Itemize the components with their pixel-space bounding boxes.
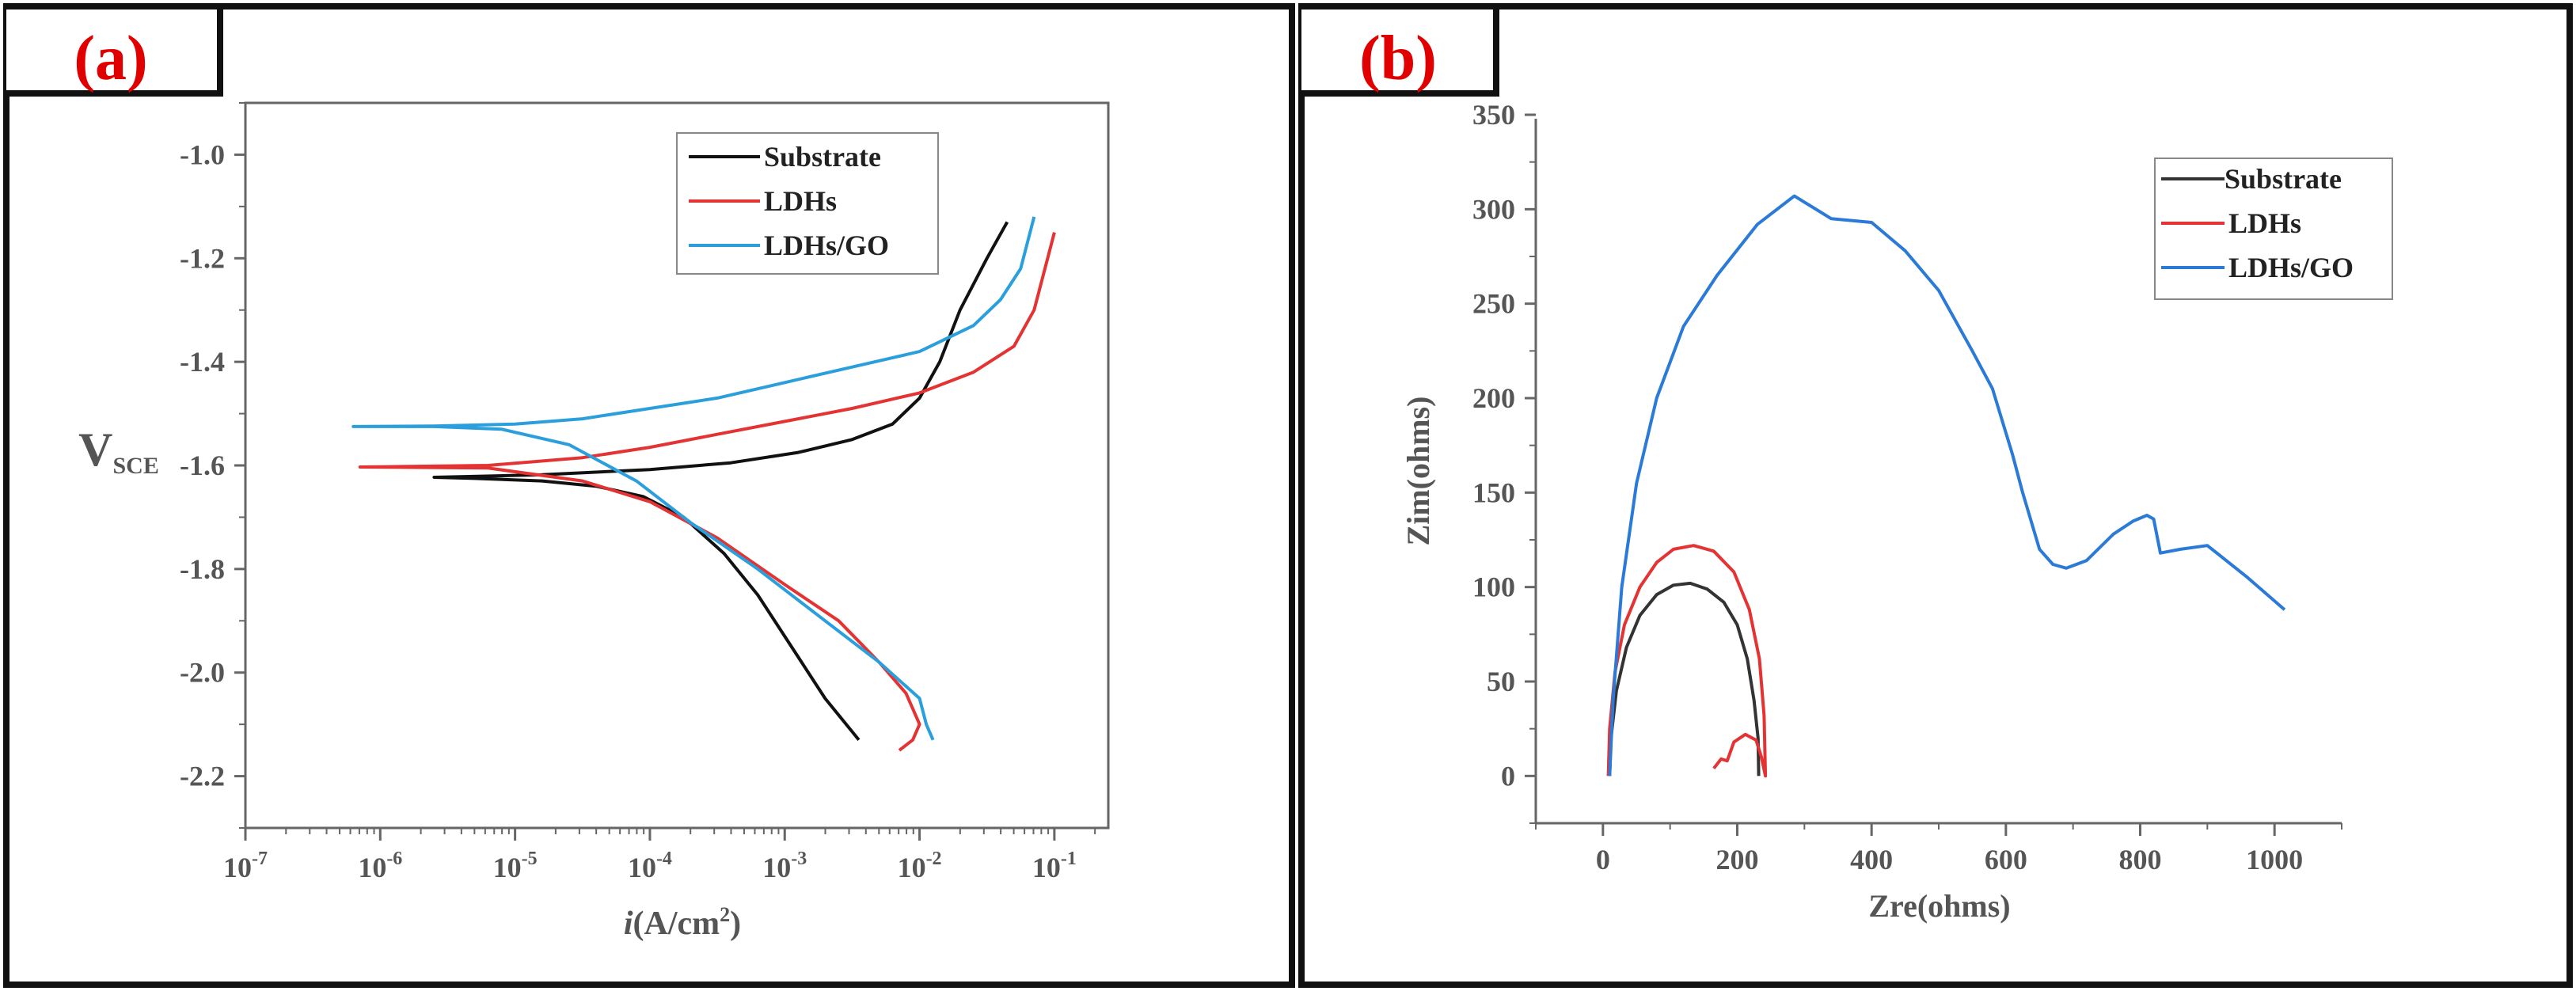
- x-tick-label-a: 10-1: [1032, 849, 1077, 883]
- x-axis-title-a: i(A/cm2): [624, 903, 741, 942]
- x-tick-label-b: 400: [1850, 844, 1893, 875]
- y-tick-label-a: -1.0: [180, 139, 225, 170]
- nyquist-chart: (b) 0 50 100 150 200 250 300 350 0 200 400 600 800 10…: [1298, 3, 2573, 988]
- y-tick-label-a: -1.6: [180, 450, 225, 481]
- legend-label-ldhs-go-b: LDHs/GO: [2228, 252, 2354, 283]
- x-tick-label-a: 10-3: [762, 849, 807, 883]
- series-line-substrate: [432, 221, 1009, 742]
- polarization-chart: (a) -1.0 -1.2 -1.4 -1.6 -1.8 -2.0 -2.2 10-7 10-6…: [3, 3, 1295, 988]
- tick-group-a: -1.0 -1.2 -1.4 -1.6 -1.8 -2.0 -2.2 10-7 10-6 10-5…: [180, 102, 1096, 883]
- y-tick-label-b: 350: [1472, 99, 1515, 131]
- panel-a: (a) -1.0 -1.2 -1.4 -1.6 -1.8 -2.0 -2.2 10-7 10-6…: [3, 3, 1295, 988]
- legend-label-ldhs: LDHs: [764, 185, 837, 217]
- y-tick-label-a: -2.0: [180, 657, 225, 689]
- series-group-b: [1606, 194, 2286, 778]
- y-tick-label-a: -1.2: [180, 242, 225, 274]
- x-tick-label-b: 200: [1716, 844, 1759, 875]
- x-tick-label-a: 10-2: [898, 849, 942, 883]
- panel-b: (b) 0 50 100 150 200 250 300 350 0 200 400 600 800 10…: [1298, 0, 2576, 991]
- x-tick-label-a: 10-7: [223, 849, 268, 883]
- y-tick-label-b: 300: [1472, 193, 1515, 225]
- series-line-b-ldhs-go: [1608, 194, 2286, 776]
- y-axis-title-b: Zim(ohms): [1400, 397, 1436, 546]
- legend-a: Substrate LDHs LDHs/GO: [676, 132, 939, 275]
- legend-label-substrate: Substrate: [764, 141, 881, 173]
- series-group-a: [351, 216, 1056, 752]
- legend-label-ldhs-b: LDHs: [2228, 207, 2301, 239]
- x-tick-label-a: 10-4: [628, 849, 672, 883]
- series-line-ldhs-go: [351, 216, 1036, 741]
- y-tick-label-b: 100: [1472, 571, 1515, 603]
- panel-a-label: (a): [74, 24, 147, 93]
- panel-a-border: [3, 3, 1295, 988]
- legend-label-substrate-b: Substrate: [2225, 163, 2342, 195]
- tick-group-b: 0 50 100 150 200 250 300 350 0 200 400 600 800 1000: [1472, 99, 2342, 875]
- x-tick-label-b: 1000: [2246, 844, 2303, 875]
- panel-b-label-box: [1301, 3, 1499, 97]
- y-tick-label-b: 200: [1472, 382, 1515, 414]
- y-axis-title-a: VSCE: [78, 423, 159, 479]
- x-axis-title-b: Zre(ohms): [1868, 888, 2010, 924]
- x-tick-label-a: 10-5: [493, 849, 538, 883]
- panel-a-label-box: [6, 3, 223, 97]
- y-tick-label-b: 50: [1487, 666, 1515, 697]
- y-tick-label-b: 250: [1472, 288, 1515, 320]
- y-tick-label-a: -1.4: [180, 346, 225, 378]
- x-tick-label-b: 0: [1596, 844, 1610, 875]
- y-tick-label-a: -2.2: [180, 761, 225, 792]
- x-tick-label-b: 600: [1985, 844, 2027, 875]
- panel-b-label: (b): [1359, 24, 1437, 93]
- series-line-b-ldhs: [1606, 544, 1768, 778]
- series-line-b-substrate: [1608, 581, 1761, 776]
- legend-box-b: [2154, 158, 2393, 300]
- legend-b: Substrate LDHs LDHs/GO: [2154, 158, 2393, 300]
- y-tick-label-a: -1.8: [180, 553, 225, 585]
- y-tick-label-b: 150: [1472, 477, 1515, 508]
- x-tick-label-b: 800: [2119, 844, 2162, 875]
- legend-label-ldhs-go: LDHs/GO: [764, 230, 889, 261]
- x-tick-label-a: 10-6: [358, 849, 402, 883]
- y-tick-label-b: 0: [1501, 760, 1515, 792]
